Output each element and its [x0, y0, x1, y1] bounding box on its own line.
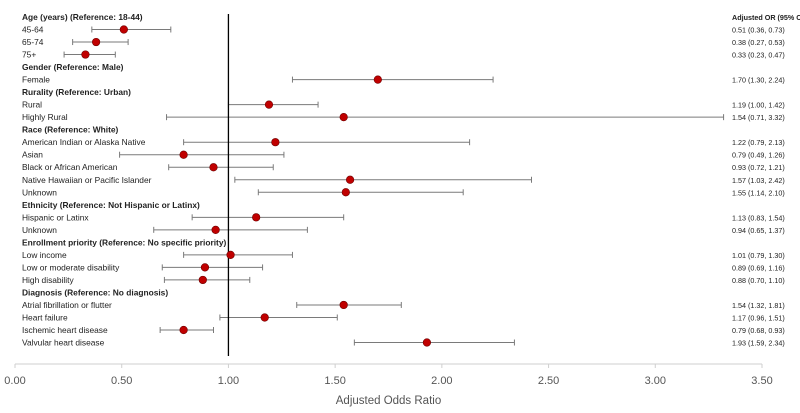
point-estimate — [226, 250, 235, 259]
row-label: 45-64 — [22, 25, 44, 35]
x-tick-label: 1.00 — [218, 375, 239, 387]
row-label: Low income — [22, 250, 67, 260]
or-value-text: 1.55 (1.14, 2.10) — [732, 188, 785, 197]
x-tick-label: 2.50 — [538, 375, 559, 387]
or-value-text: 0.89 (0.69, 1.16) — [732, 263, 785, 272]
group-header: Rurality (Reference: Urban) — [22, 87, 131, 97]
row-label: 75+ — [22, 50, 36, 60]
or-value-text: 0.38 (0.27, 0.53) — [732, 38, 785, 47]
point-estimate — [422, 338, 432, 347]
or-value-text: 1.17 (0.96, 1.51) — [732, 313, 785, 322]
group-header: Diagnosis (Reference: No diagnosis) — [22, 287, 168, 297]
point-estimate — [341, 188, 350, 197]
or-value-text: 0.79 (0.68, 0.93) — [732, 326, 785, 335]
x-tick-label: 3.00 — [645, 375, 666, 387]
or-value-text: 0.79 (0.49, 1.26) — [732, 151, 785, 160]
point-estimate — [119, 25, 128, 34]
or-value-text: 1.57 (1.03, 2.42) — [732, 176, 785, 185]
or-value-text: 1.19 (1.00, 1.42) — [732, 101, 785, 110]
point-estimate — [345, 175, 355, 184]
row-label: High disability — [22, 275, 74, 285]
point-estimate — [260, 313, 269, 322]
point-estimate — [92, 37, 101, 47]
or-value-text: 0.93 (0.72, 1.21) — [732, 163, 785, 172]
x-tick-label: 0.50 — [111, 375, 132, 387]
row-label: Valvular heart disease — [22, 338, 105, 348]
or-value-text: 1.22 (0.79, 2.13) — [732, 138, 785, 147]
point-estimate — [339, 113, 348, 122]
or-value-text: 0.51 (0.36, 0.73) — [732, 26, 785, 35]
or-value-text: 0.88 (0.70, 1.10) — [732, 276, 785, 285]
confidence-intervals — [63, 26, 725, 346]
point-estimate — [179, 325, 188, 335]
row-label: Highly Rural — [22, 112, 68, 122]
point-estimate — [373, 75, 382, 84]
point-estimate — [198, 275, 207, 285]
or-value-text: 1.54 (1.32, 1.81) — [732, 301, 785, 310]
row-label: Low or moderate disability — [22, 262, 120, 272]
or-value-text: 1.70 (1.30, 2.24) — [732, 76, 785, 85]
row-label: Asian — [22, 150, 43, 160]
point-estimate — [339, 300, 348, 310]
row-label: 65-74 — [22, 37, 44, 47]
or-value-text: 1.13 (0.83, 1.54) — [732, 213, 785, 222]
x-axis-label: Adjusted Odds Ratio — [336, 395, 441, 407]
x-tick-label: 3.50 — [751, 375, 772, 387]
point-estimate — [211, 225, 220, 234]
or-value-text: 0.33 (0.23, 0.47) — [732, 51, 785, 60]
row-labels: Age (years) (Reference: 18-44) 45-64 65-74… — [22, 12, 227, 348]
point-estimate — [252, 213, 261, 222]
point-estimate — [200, 263, 210, 272]
group-header: Age (years) (Reference: 18-44) — [22, 12, 143, 22]
or-values: 0.51 (0.36, 0.73) 0.38 (0.27, 0.53) 0.33 (… — [732, 26, 785, 348]
row-label: American Indian or Alaska Native — [22, 137, 146, 147]
or-value-text: 1.54 (0.71, 3.32) — [732, 113, 785, 122]
row-label: Heart failure — [22, 312, 68, 322]
row-label: Hispanic or Latinx — [22, 212, 89, 222]
point-estimate — [271, 138, 280, 147]
or-column-header: Adjusted OR (95% CI) — [732, 13, 800, 22]
row-label: Rural — [22, 100, 42, 110]
row-label: Atrial fibrillation or flutter — [22, 300, 112, 310]
or-value-text: 0.94 (0.65, 1.37) — [732, 226, 785, 235]
group-header: Race (Reference: White) — [22, 125, 119, 135]
x-axis-ticks: 0.00 0.50 1.00 1.50 2.00 2.50 3.00 3.50 — [4, 364, 773, 387]
row-label: Unknown — [22, 187, 57, 197]
row-label: Unknown — [22, 225, 57, 235]
group-header: Enrollment priority (Reference: No speci… — [22, 237, 227, 247]
x-tick-label: 0.00 — [4, 375, 25, 387]
row-label: Female — [22, 75, 50, 85]
or-value-text: 1.01 (0.79, 1.30) — [732, 251, 785, 260]
group-header: Ethnicity (Reference: Not Hispanic or La… — [22, 200, 200, 210]
point-estimate — [209, 163, 218, 172]
row-label: Ischemic heart disease — [22, 325, 108, 335]
point-estimate — [81, 50, 90, 59]
row-label: Black or African American — [22, 162, 118, 172]
point-estimates — [81, 25, 432, 347]
x-tick-label: 1.50 — [324, 375, 345, 387]
x-tick-label: 2.00 — [431, 375, 452, 387]
row-label: Native Hawaiian or Pacific Islander — [22, 175, 152, 185]
or-value-text: 1.93 (1.59, 2.34) — [732, 339, 785, 348]
point-estimate — [179, 150, 188, 159]
point-estimate — [264, 100, 274, 109]
group-header: Gender (Reference: Male) — [22, 62, 124, 72]
